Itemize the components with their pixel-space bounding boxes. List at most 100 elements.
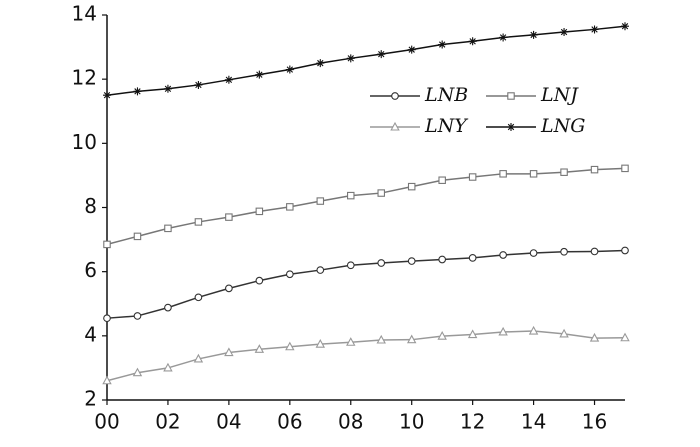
data-point (163, 362, 173, 372)
data-point (560, 168, 568, 176)
data-point (224, 75, 233, 84)
data-point (589, 332, 600, 342)
data-point (316, 197, 325, 205)
data-point (377, 50, 386, 59)
data-point (286, 203, 294, 211)
series-line (106, 25, 626, 96)
data-point (529, 170, 538, 178)
legend-text: LNY (424, 115, 469, 137)
x-tick-label: 12 (460, 410, 485, 434)
data-point (225, 213, 233, 221)
data-point (133, 87, 142, 96)
data-point (255, 70, 264, 79)
data-point (377, 189, 385, 197)
series-line (106, 330, 626, 382)
data-point (103, 314, 111, 323)
data-point (499, 33, 508, 42)
x-tick-label: 08 (338, 410, 363, 434)
series-line (106, 167, 626, 246)
y-tick-label: 14 (72, 2, 97, 26)
data-point (621, 164, 629, 173)
data-point (254, 344, 265, 353)
data-point (620, 332, 630, 342)
data-point (346, 261, 355, 270)
data-point (560, 247, 568, 256)
data-point (560, 28, 569, 37)
x-tick-label: 04 (216, 410, 241, 434)
data-point (193, 353, 204, 363)
legend-text: LNJ (540, 84, 579, 106)
data-point (255, 207, 264, 216)
x-tick-label: 00 (94, 410, 119, 434)
x-tick-label: 14 (521, 410, 546, 434)
x-tick-label: 02 (155, 410, 180, 434)
data-point (133, 232, 142, 241)
legend-text: LNB (424, 84, 468, 106)
legend-marker (391, 92, 399, 100)
data-point (438, 40, 447, 49)
y-tick-label: 12 (72, 66, 97, 90)
data-point (316, 59, 325, 68)
data-point (437, 331, 447, 340)
y-tick-label: 6 (84, 258, 97, 282)
y-tick-label: 4 (84, 322, 97, 346)
data-point (194, 293, 203, 302)
x-tick-label: 06 (277, 410, 302, 434)
data-point (102, 375, 112, 385)
legend-marker (507, 123, 515, 131)
data-point (529, 249, 538, 257)
data-point (468, 254, 477, 262)
x-tick-label: 16 (582, 410, 607, 434)
data-point (133, 312, 142, 320)
data-point (164, 224, 172, 233)
legend-text: LNG (540, 115, 585, 137)
data-point (407, 257, 416, 265)
data-point (499, 170, 507, 178)
x-tick-label: 10 (399, 410, 424, 434)
data-point (438, 255, 447, 264)
y-tick-label: 10 (72, 130, 97, 154)
data-point (194, 80, 203, 89)
data-point (528, 325, 539, 335)
data-point (194, 218, 203, 226)
data-point (346, 54, 355, 63)
data-point (103, 240, 111, 249)
data-point (499, 251, 507, 259)
data-point (559, 328, 569, 338)
data-point (316, 266, 325, 274)
data-point (285, 270, 294, 279)
data-point (285, 341, 295, 351)
data-point (590, 25, 599, 34)
data-point (315, 339, 326, 348)
y-tick-label: 2 (84, 387, 97, 411)
series-line (106, 249, 626, 319)
legend-marker (390, 121, 400, 131)
data-point (164, 303, 172, 312)
data-point (621, 22, 629, 31)
data-point (103, 91, 111, 100)
data-point (621, 246, 629, 255)
data-point (377, 259, 386, 267)
data-point (407, 182, 416, 191)
data-point (498, 326, 508, 336)
data-point (347, 191, 355, 200)
data-point (590, 165, 599, 174)
data-point (255, 276, 264, 285)
data-point (225, 284, 233, 293)
data-point (467, 329, 478, 339)
legend-marker (507, 92, 515, 100)
data-point (132, 367, 143, 377)
data-point (376, 334, 386, 344)
data-point (468, 173, 477, 181)
data-point (590, 247, 599, 256)
data-point (529, 30, 538, 39)
data-point (468, 37, 477, 46)
data-point (224, 347, 234, 357)
data-point (407, 45, 416, 54)
data-point (163, 84, 172, 93)
y-tick-label: 8 (84, 194, 97, 218)
data-point (285, 65, 294, 74)
data-point (438, 176, 446, 184)
